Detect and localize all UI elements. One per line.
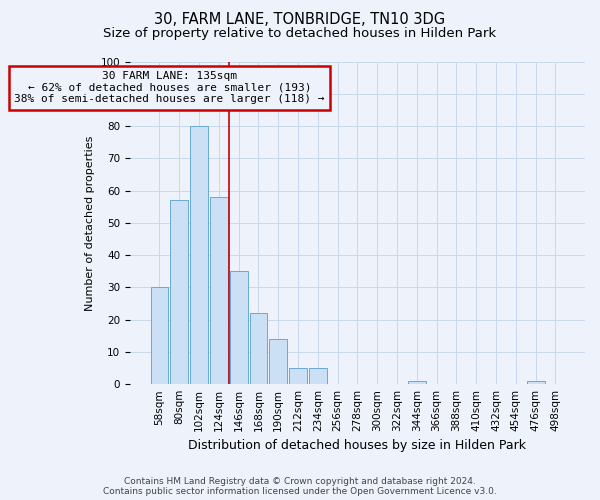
Bar [289,368,307,384]
Text: 30 FARM LANE: 135sqm
← 62% of detached houses are smaller (193)
38% of semi-deta: 30 FARM LANE: 135sqm ← 62% of detached h… [14,71,325,104]
Text: 30, FARM LANE, TONBRIDGE, TN10 3DG: 30, FARM LANE, TONBRIDGE, TN10 3DG [154,12,446,28]
Bar [151,288,169,384]
Bar [527,381,545,384]
Bar [269,339,287,384]
Bar [170,200,188,384]
Text: Contains HM Land Registry data © Crown copyright and database right 2024.
Contai: Contains HM Land Registry data © Crown c… [103,476,497,496]
Bar [250,313,268,384]
Text: Size of property relative to detached houses in Hilden Park: Size of property relative to detached ho… [103,28,497,40]
Bar [230,271,248,384]
Bar [190,126,208,384]
X-axis label: Distribution of detached houses by size in Hilden Park: Distribution of detached houses by size … [188,440,526,452]
Bar [309,368,327,384]
Y-axis label: Number of detached properties: Number of detached properties [85,135,95,310]
Bar [210,197,228,384]
Bar [408,381,426,384]
